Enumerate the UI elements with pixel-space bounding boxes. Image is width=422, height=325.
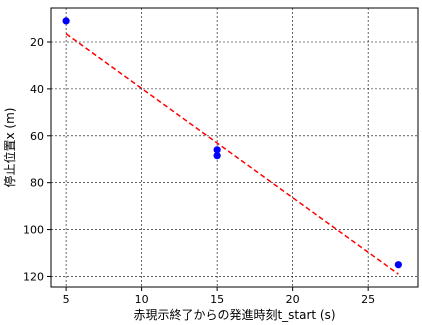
y-tick-label: 20 bbox=[30, 36, 44, 49]
x-tick-label: 10 bbox=[135, 293, 149, 306]
x-tick-label: 25 bbox=[361, 293, 375, 306]
y-tick-label: 120 bbox=[23, 270, 44, 283]
x-tick-label: 5 bbox=[63, 293, 70, 306]
y-tick-label: 40 bbox=[30, 83, 44, 96]
fit-line bbox=[66, 34, 398, 274]
y-tick-label: 100 bbox=[23, 224, 44, 237]
y-tick-label: 80 bbox=[30, 177, 44, 190]
data-point bbox=[214, 152, 221, 159]
data-point bbox=[395, 261, 402, 268]
grid bbox=[51, 8, 418, 287]
y-tick-label: 60 bbox=[30, 130, 44, 143]
scatter-points bbox=[63, 17, 402, 268]
plot-frame bbox=[51, 8, 418, 287]
fit-line-group bbox=[66, 34, 398, 274]
x-ticks: 5 10 15 20 25 bbox=[63, 287, 376, 306]
y-ticks: 20 40 60 80 100 120 bbox=[23, 36, 51, 283]
x-axis-label: 赤現示終了からの発進時刻t_start (s) bbox=[133, 307, 335, 322]
x-tick-label: 15 bbox=[210, 293, 224, 306]
y-axis-label: 停止位置x (m) bbox=[2, 108, 17, 188]
data-point bbox=[63, 17, 70, 24]
x-tick-label: 20 bbox=[286, 293, 300, 306]
